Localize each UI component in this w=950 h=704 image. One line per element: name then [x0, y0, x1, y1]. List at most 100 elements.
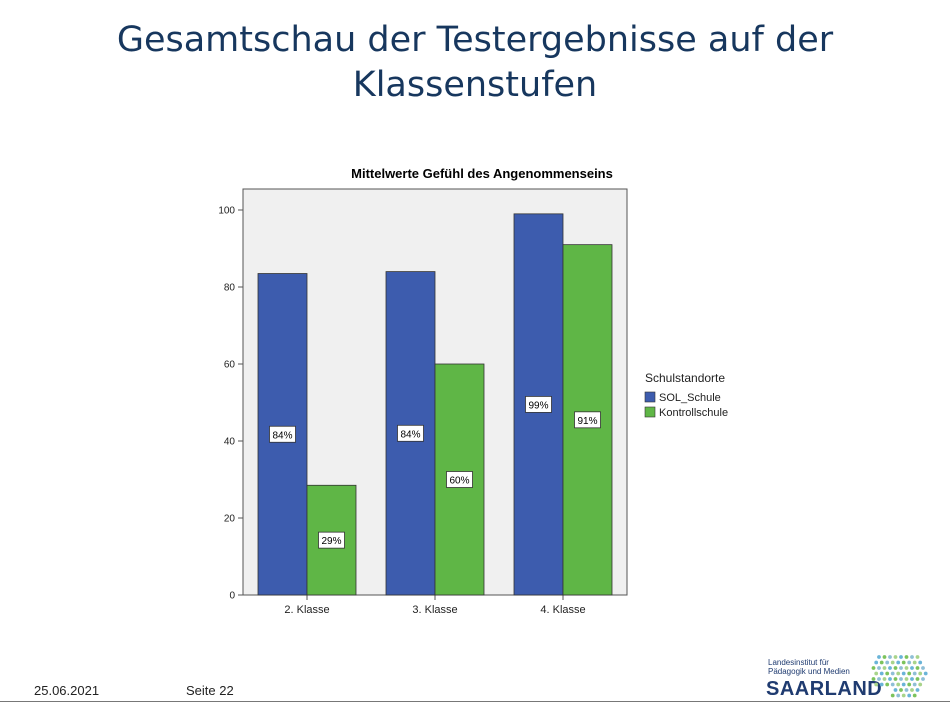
logo-dot	[882, 655, 887, 659]
y-tick-label: 60	[224, 360, 236, 371]
logo-dot	[915, 655, 920, 659]
y-tick-label: 80	[224, 283, 236, 294]
logo-dot	[901, 671, 906, 676]
logo-dot	[904, 677, 909, 681]
logo-institute-line2: Pädagogik und Medien	[768, 667, 850, 676]
legend-swatch-kontrollschule	[644, 406, 656, 418]
logo-dot	[904, 666, 909, 670]
logo-dot	[874, 682, 879, 687]
logo-dot	[912, 660, 917, 665]
data-label: 29%	[318, 531, 345, 549]
logo-dot	[877, 655, 881, 659]
data-label-box	[269, 425, 296, 443]
data-label: 60%	[446, 471, 473, 488]
saarland-logo: Landesinstitut für Pädagogik und Medien …	[760, 655, 950, 703]
logo-dot	[871, 677, 876, 681]
logo-dot	[918, 671, 923, 676]
data-label-box	[446, 471, 473, 488]
logo-dot	[879, 660, 884, 665]
logo-dot	[893, 655, 898, 659]
logo-dot	[915, 677, 920, 681]
legend: Schulstandorte SOL_Schule Kontrollschule	[644, 371, 728, 419]
logo-dot	[885, 671, 890, 676]
legend-label: Kontrollschule	[659, 407, 728, 419]
data-label-text: 60%	[449, 476, 469, 487]
logo-dot	[896, 660, 901, 665]
chart-title: Mittelwerte Gefühl des Angenommenseins	[351, 166, 613, 181]
logo-dot	[882, 677, 887, 681]
logo-dot	[888, 666, 892, 670]
logo-dot	[923, 671, 928, 676]
data-label: 91%	[574, 411, 601, 429]
footer-divider	[0, 701, 950, 702]
logo-dot	[874, 660, 879, 665]
logo-dot	[890, 671, 895, 676]
logo-dot	[904, 655, 909, 659]
logo-dot	[871, 666, 876, 670]
logo-dot	[879, 682, 884, 687]
logo-name: SAARLAND	[766, 678, 883, 700]
y-tick-label: 40	[224, 437, 236, 448]
x-tick-label: 4. Klasse	[540, 604, 585, 616]
logo-dot	[912, 682, 917, 687]
logo-dot	[890, 682, 895, 687]
legend-title: Schulstandorte	[645, 371, 725, 385]
logo-dot	[896, 682, 901, 687]
data-label-text: 99%	[528, 400, 548, 411]
footer-page-number: Seite 22	[186, 683, 234, 698]
logo-dot	[885, 660, 890, 665]
logo-dot	[885, 682, 890, 687]
logo-dot	[899, 677, 903, 681]
data-label: 99%	[525, 396, 552, 413]
logo-dot	[918, 660, 923, 665]
chart-content: 0 20 40 60 80 100 2. Klasse 84% 29% 3. Klasse 84% 6…	[218, 206, 613, 616]
logo-dot	[915, 688, 920, 692]
logo-dot	[904, 688, 909, 692]
logo-dot	[879, 671, 884, 676]
logo-dot	[877, 677, 881, 681]
logo-dot	[907, 693, 912, 698]
logo-dot	[893, 688, 898, 692]
logo-dot	[888, 677, 892, 681]
data-label-text: 29%	[321, 536, 341, 547]
data-label-box	[574, 411, 601, 429]
legend-items: SOL_Schule Kontrollschule	[644, 391, 728, 419]
data-label-box	[318, 531, 345, 549]
logo-dot	[896, 693, 901, 698]
x-tick-label: 3. Klasse	[412, 604, 457, 616]
logo-institute-line1: Landesinstitut für	[768, 658, 829, 667]
data-label-text: 84%	[400, 429, 420, 440]
slide-title-line2: Klassenstufen	[352, 65, 598, 105]
legend-swatch-sol-schule	[644, 391, 656, 403]
data-label: 84%	[397, 424, 424, 442]
data-label-box	[525, 396, 552, 413]
logo-dot	[893, 666, 898, 670]
data-label-text: 91%	[577, 416, 597, 427]
logo-dot	[912, 693, 917, 698]
logo-dot	[910, 655, 914, 659]
logo-dot	[888, 655, 892, 659]
data-label: 84%	[269, 425, 296, 443]
logo-dot	[915, 666, 920, 670]
logo-dot	[907, 671, 912, 676]
logo-dot	[901, 682, 906, 687]
logo-dot	[890, 660, 895, 665]
logo-dot	[921, 666, 925, 670]
logo-dot	[918, 682, 923, 687]
logo-dot	[899, 688, 903, 692]
logo-dots-icon	[871, 655, 928, 698]
y-tick-label: 20	[224, 514, 236, 525]
logo-dot	[877, 666, 881, 670]
bar-chart: Mittelwerte Gefühl des Angenommenseins 0…	[218, 166, 728, 616]
logo-dot	[912, 671, 917, 676]
legend-label: SOL_Schule	[659, 392, 721, 404]
logo-dot	[901, 660, 906, 665]
logo-dot	[890, 693, 895, 698]
logo-dot	[882, 666, 887, 670]
logo-dot	[910, 677, 914, 681]
logo-dot	[921, 677, 925, 681]
slide-title: Gesamtschau der Testergebnisse auf der K…	[0, 18, 950, 108]
logo-dot	[910, 666, 914, 670]
logo-dot	[899, 666, 903, 670]
logo-dot	[907, 660, 912, 665]
